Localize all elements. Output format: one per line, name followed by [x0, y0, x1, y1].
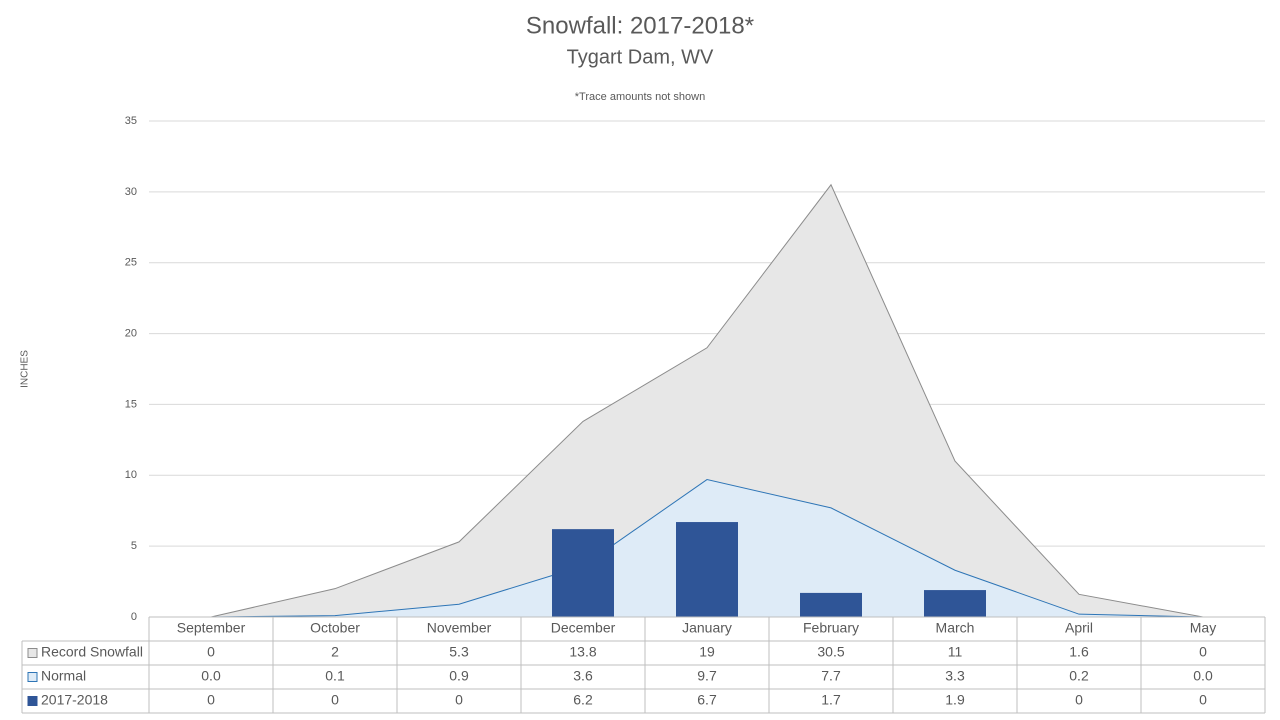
bar [552, 529, 614, 617]
table-value: 6.7 [697, 692, 717, 708]
area-line [210, 479, 1204, 618]
y-tick-label: 10 [125, 469, 137, 481]
legend-swatch [27, 696, 38, 706]
table-value: 5.3 [449, 644, 469, 660]
legend-label: 2017-2018 [41, 692, 108, 708]
legend-swatch [27, 672, 38, 682]
table-value: 0 [455, 692, 463, 708]
x-tick-label: January [682, 620, 732, 636]
chart-subtitle: Tygart Dam, WV [567, 46, 714, 68]
x-tick-label: September [177, 620, 246, 636]
bar [800, 592, 862, 617]
y-tick-label: 25 [125, 257, 137, 269]
table-value: 30.5 [817, 644, 844, 660]
table-value: 0.1 [325, 668, 345, 684]
table-value: 0 [1075, 692, 1083, 708]
x-tick-label: February [803, 620, 859, 636]
y-axis-label: INCHES [20, 350, 31, 388]
x-tick-label: May [1190, 620, 1216, 636]
table-value: 0 [1199, 644, 1207, 660]
table-value: 13.8 [569, 644, 596, 660]
table-value: 9.7 [697, 668, 717, 684]
table-value: 0.0 [1193, 668, 1213, 684]
legend-label: Normal [41, 668, 86, 684]
y-tick-label: 0 [131, 611, 137, 623]
annotation: *Trace amounts not shown [575, 91, 705, 103]
table-value: 0.0 [201, 668, 221, 684]
table-value: 2 [331, 644, 339, 660]
legend-label: Record Snowfall [41, 644, 143, 660]
area-line [210, 183, 1204, 618]
table-value: 6.2 [573, 692, 593, 708]
table-value: 0 [207, 644, 215, 660]
bar [676, 522, 738, 617]
table-value: 1.6 [1069, 644, 1089, 660]
table-value: 0 [331, 692, 339, 708]
x-tick-label: October [310, 620, 360, 636]
y-tick-label: 20 [125, 327, 137, 339]
bar [924, 590, 986, 617]
table-value: 0.2 [1069, 668, 1089, 684]
y-tick-label: 35 [125, 115, 137, 127]
x-tick-label: November [427, 620, 492, 636]
table-value: 19 [699, 644, 715, 660]
table-value: 0 [1199, 692, 1207, 708]
legend-swatch [27, 648, 38, 658]
x-tick-label: December [551, 620, 616, 636]
table-value: 1.9 [945, 692, 965, 708]
table-value: 7.7 [821, 668, 841, 684]
table-value: 3.3 [945, 668, 965, 684]
y-tick-label: 5 [131, 540, 137, 552]
table-value: 11 [948, 644, 963, 660]
table-value: 0.9 [449, 668, 469, 684]
x-tick-label: March [936, 620, 975, 636]
table-value: 1.7 [821, 692, 841, 708]
x-tick-label: April [1065, 620, 1093, 636]
area-fill [211, 184, 1203, 617]
y-tick-label: 15 [125, 398, 137, 410]
table-value: 3.6 [573, 668, 593, 684]
y-tick-label: 30 [125, 186, 137, 198]
table-value: 0 [207, 692, 215, 708]
chart-title: Snowfall: 2017-2018* [526, 12, 754, 39]
